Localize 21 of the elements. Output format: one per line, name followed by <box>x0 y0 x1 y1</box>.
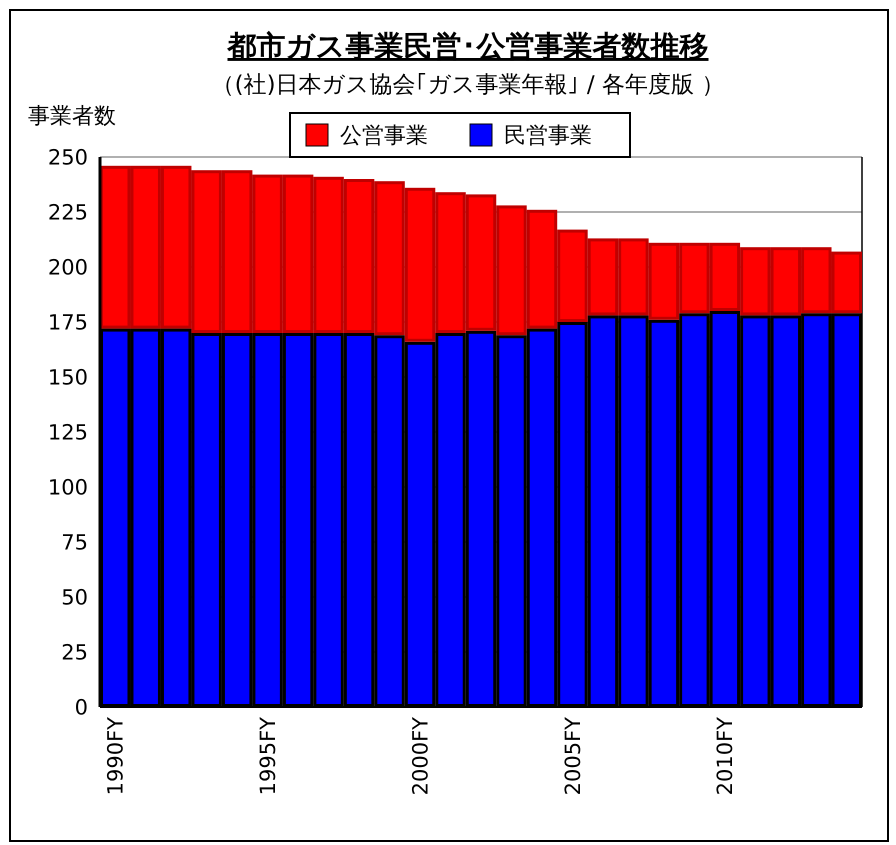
y-tick-label: 125 <box>48 420 88 444</box>
y-tick-label: 100 <box>48 475 88 500</box>
legend-label: 民営事業 <box>504 124 592 149</box>
y-tick-label: 200 <box>48 255 88 280</box>
x-tick-label: 1995FY <box>256 716 280 796</box>
legend-label: 公営事業 <box>340 124 428 149</box>
y-tick-label: 0 <box>74 695 88 720</box>
y-tick-label: 50 <box>61 585 88 610</box>
chart-title: 都市ガス事業民営･公営事業者数推移 <box>226 29 708 63</box>
x-tick-label: 1990FY <box>104 716 128 796</box>
chart-subtitle: （(社)日本ガス協会｢ガス事業年報｣ / 各年度版 ） <box>212 72 724 98</box>
x-tick-label: 2000FY <box>408 716 432 796</box>
y-tick-label: 150 <box>48 365 88 390</box>
y-tick-label: 75 <box>61 530 88 554</box>
y-tick-label: 175 <box>48 310 88 334</box>
y-tick-label: 250 <box>48 145 88 170</box>
y-axis-title: 事業者数 <box>28 104 116 129</box>
x-tick-label: 2005FY <box>560 716 585 796</box>
y-tick-label: 25 <box>61 640 88 664</box>
x-tick-label: 2010FY <box>713 716 738 796</box>
y-tick-label: 225 <box>48 200 88 224</box>
